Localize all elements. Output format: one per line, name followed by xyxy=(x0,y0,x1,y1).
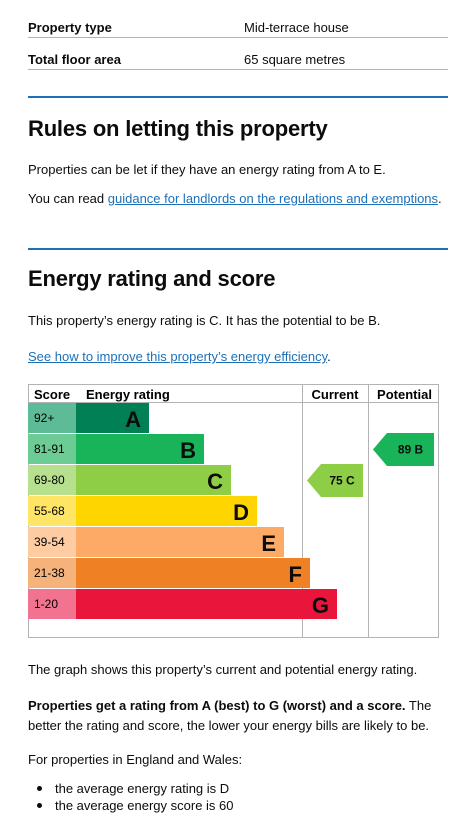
rating-bands: 92+ A 81-91 B 69-80 C 55-68 D 39-54 E 21-38 F 1-20 G xyxy=(28,403,337,619)
letting-heading: Rules on letting this property xyxy=(28,116,328,141)
score-cell xyxy=(28,434,76,464)
rating-explanation: Properties get a rating from A (best) to… xyxy=(28,696,443,736)
score-range: 1-20 xyxy=(34,597,58,611)
score-range: 21-38 xyxy=(34,566,65,580)
score-range: 55-68 xyxy=(34,504,65,518)
summary-key: Property type xyxy=(28,20,112,35)
current-rating-arrow xyxy=(307,464,363,497)
rating-bar-f xyxy=(76,558,310,588)
rating-letter: B xyxy=(180,438,196,463)
section-divider xyxy=(28,96,448,98)
rating-bar-b xyxy=(76,434,204,464)
rating-explanation-bold: Properties get a rating from A (best) to… xyxy=(28,698,406,713)
score-cell xyxy=(28,527,76,557)
energy-intro: This property’s energy rating is C. It h… xyxy=(28,313,381,328)
potential-rating-arrow xyxy=(373,433,434,466)
rating-letter: E xyxy=(261,531,276,556)
rating-letter: F xyxy=(289,562,302,587)
summary-value: Mid-terrace house xyxy=(244,20,349,35)
score-cell xyxy=(28,496,76,526)
header-energy-rating: Energy rating xyxy=(86,387,170,402)
header-potential: Potential xyxy=(377,387,432,402)
guidance-link[interactable]: guidance for landlords on the regulation… xyxy=(107,191,439,206)
rating-explanation-rest: The better the rating and score, the low… xyxy=(28,698,432,733)
score-cell xyxy=(28,589,76,619)
letting-paragraph: Properties can be let if they have an en… xyxy=(28,162,386,177)
improve-link[interactable]: See how to improve this property’s energ… xyxy=(28,349,328,364)
rating-arrows: 75 C 89 B xyxy=(307,433,434,497)
score-range: 69-80 xyxy=(34,473,65,487)
guidance-prefix: You can read xyxy=(28,191,108,206)
rating-bar-c xyxy=(76,465,231,495)
header-score: Score xyxy=(34,387,70,402)
energy-heading: Energy rating and score xyxy=(28,266,276,291)
average-intro: For properties in England and Wales: xyxy=(28,752,243,767)
summary-row-property-type: Property type Mid-terrace house xyxy=(28,6,448,38)
summary-key: Total floor area xyxy=(28,52,121,67)
score-cell xyxy=(28,403,76,433)
rating-letter: D xyxy=(233,500,249,525)
section-divider xyxy=(28,248,448,250)
potential-rating-label: 89 B xyxy=(398,443,424,457)
rating-bar-e xyxy=(76,527,284,557)
score-cell xyxy=(28,465,76,495)
rating-bar-d xyxy=(76,496,257,526)
rating-letter: C xyxy=(207,469,223,494)
letting-guidance-paragraph: You can read guidance for landlords on t… xyxy=(28,189,443,209)
chart-caption: The graph shows this property’s current … xyxy=(28,662,418,677)
guidance-suffix: . xyxy=(438,191,442,206)
rating-letter: G xyxy=(312,593,329,618)
rating-bar-g xyxy=(76,589,337,619)
current-rating-label: 75 C xyxy=(329,474,355,488)
list-item: the average energy score is 60 xyxy=(28,797,234,814)
rating-letter: A xyxy=(125,407,141,432)
average-list: the average energy rating is D the avera… xyxy=(28,780,234,814)
improve-suffix: . xyxy=(327,349,331,364)
energy-rating-chart: Score Energy rating Current Potential 92… xyxy=(28,384,439,638)
score-range: 39-54 xyxy=(34,535,65,549)
rating-bar-a xyxy=(76,403,149,433)
header-current: Current xyxy=(312,387,360,402)
summary-row-floor-area: Total floor area 65 square metres xyxy=(28,38,448,70)
improve-paragraph: See how to improve this property’s energ… xyxy=(28,347,443,367)
score-range: 92+ xyxy=(34,411,54,425)
score-cell xyxy=(28,558,76,588)
list-item: the average energy rating is D xyxy=(28,780,234,797)
summary-value: 65 square metres xyxy=(244,52,346,67)
score-range: 81-91 xyxy=(34,442,65,456)
